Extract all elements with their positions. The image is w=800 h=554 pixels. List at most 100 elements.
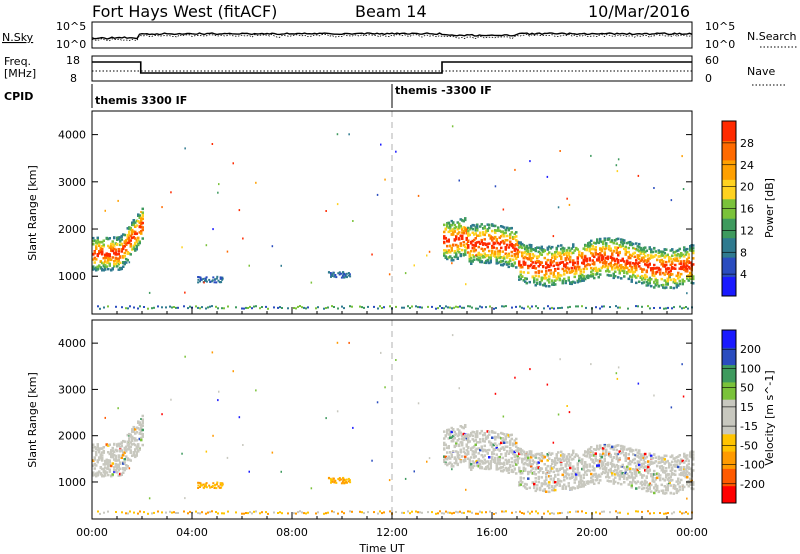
range-cell — [347, 274, 350, 277]
range-cell — [677, 465, 680, 469]
range-cell — [467, 440, 470, 444]
range-cell — [599, 512, 601, 515]
range-cell — [219, 482, 222, 485]
range-cell — [199, 280, 201, 283]
range-cell — [588, 241, 591, 244]
range-cell — [333, 481, 336, 484]
range-cell — [681, 488, 684, 491]
range-cell — [638, 452, 641, 455]
range-cell — [105, 459, 108, 463]
range-cell — [620, 245, 623, 249]
range-cell — [519, 451, 522, 455]
range-cell — [638, 463, 641, 467]
range-cell — [107, 465, 110, 468]
range-cell — [259, 512, 261, 515]
range-cell — [545, 261, 548, 264]
range-cell — [595, 511, 597, 514]
colorbar-swatch — [722, 485, 736, 504]
x-tick-label: 04:00 — [176, 526, 208, 539]
range-cell — [671, 262, 674, 266]
range-cell — [327, 306, 329, 309]
range-cell — [140, 424, 143, 427]
range-cell — [608, 469, 611, 472]
range-cell — [594, 459, 597, 462]
range-cell — [689, 249, 692, 252]
range-cell — [527, 463, 530, 466]
range-cell — [343, 478, 346, 481]
range-cell — [123, 240, 126, 243]
range-cell — [587, 276, 590, 280]
range-cell — [549, 465, 552, 468]
range-cell — [692, 251, 695, 255]
range-cell — [468, 466, 471, 469]
range-cell — [344, 274, 347, 277]
range-cell — [654, 253, 657, 257]
range-cell — [559, 512, 561, 515]
range-cell — [452, 231, 455, 234]
range-cell — [545, 490, 548, 493]
range-cell — [642, 474, 645, 477]
range-cell — [525, 277, 528, 281]
range-cell — [497, 250, 500, 253]
range-cell — [336, 203, 339, 206]
colorbar-tick-label: -100 — [740, 459, 765, 472]
range-cell — [675, 456, 678, 459]
range-cell — [593, 454, 596, 457]
range-cell — [113, 264, 116, 267]
range-cell — [204, 277, 207, 280]
range-cell — [114, 448, 117, 452]
range-cell — [299, 305, 301, 307]
range-cell — [501, 233, 504, 236]
range-cell — [554, 475, 557, 478]
range-cell — [110, 455, 113, 459]
range-cell — [125, 455, 128, 458]
range-cell — [138, 241, 141, 245]
range-cell — [524, 452, 527, 456]
range-cell — [446, 223, 449, 226]
range-cell — [612, 264, 615, 267]
range-cell — [536, 484, 539, 487]
range-cell — [648, 279, 651, 283]
range-cell — [669, 463, 672, 467]
range-cell — [609, 511, 611, 514]
range-cell — [443, 230, 446, 234]
range-cell — [569, 511, 571, 514]
range-cell — [615, 463, 618, 467]
range-cell — [134, 243, 137, 246]
range-cell — [645, 455, 648, 459]
range-cell — [507, 260, 510, 264]
range-cell — [116, 265, 119, 268]
range-cell — [608, 476, 611, 479]
range-cell — [618, 269, 621, 272]
range-cell — [470, 447, 473, 450]
range-cell — [672, 492, 675, 495]
range-cell — [606, 471, 609, 475]
range-cell — [692, 250, 695, 253]
range-cell — [494, 224, 497, 228]
range-cell — [495, 444, 498, 447]
range-cell — [662, 271, 665, 275]
range-cell — [117, 444, 120, 447]
range-cell — [615, 455, 618, 458]
range-cell — [138, 231, 141, 234]
range-cell — [485, 466, 488, 469]
range-cell — [92, 449, 95, 452]
colorbar-tick-label: 200 — [740, 343, 761, 356]
range-cell — [692, 487, 695, 491]
range-cell — [632, 449, 635, 452]
y-tick-label: 4000 — [58, 129, 86, 142]
range-cell — [507, 435, 510, 439]
range-cell — [555, 461, 558, 465]
range-cell — [561, 267, 564, 271]
range-cell — [561, 485, 564, 488]
range-cell — [501, 263, 504, 266]
range-cell — [315, 307, 317, 310]
range-cell — [567, 268, 570, 271]
range-cell — [582, 464, 585, 468]
range-cell — [135, 248, 138, 251]
range-cell — [255, 305, 257, 308]
range-cell — [479, 253, 482, 256]
range-cell — [505, 305, 507, 308]
range-cell — [656, 270, 659, 274]
range-cell — [570, 453, 573, 457]
